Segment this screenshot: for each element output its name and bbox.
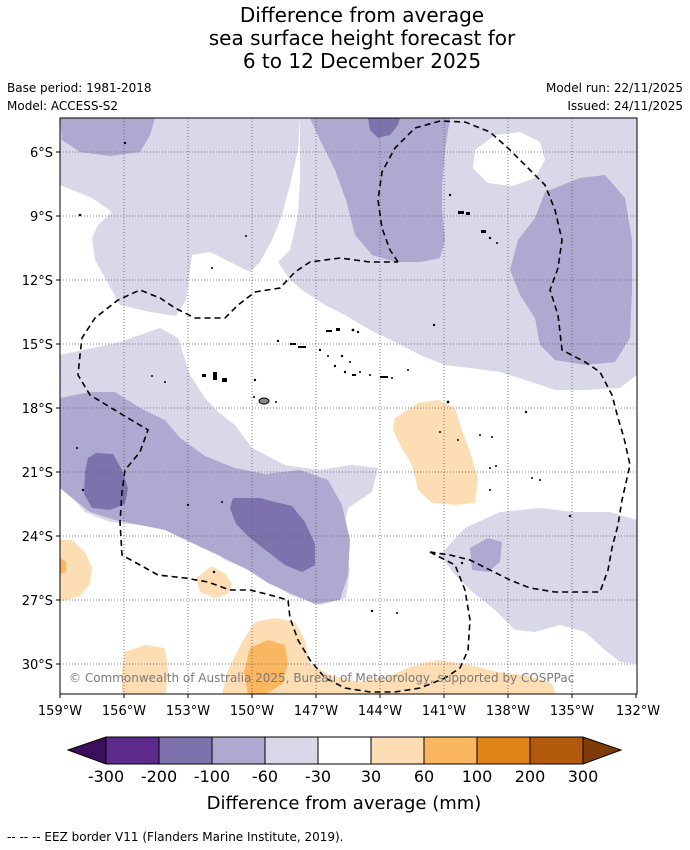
lon-label: 156°W: [102, 704, 146, 719]
eez-border: [77, 120, 631, 693]
colorbar-swatch: [159, 737, 212, 764]
lon-label: 159°W: [38, 704, 82, 719]
colorbar-title: Difference from average (mm): [207, 793, 482, 814]
anomaly-neutral-patch: [473, 132, 545, 186]
colorbar-tick: 30: [361, 767, 381, 786]
meta-left: Base period: 1981-2018 Model: ACCESS-S2: [7, 79, 152, 115]
lon-label: 150°W: [230, 704, 274, 719]
lon-ticks: [59, 694, 637, 698]
graticule: [60, 118, 637, 694]
lat-ticks: [56, 151, 60, 665]
copyright-credit: © Commonwealth of Australia 2025, Bureau…: [69, 671, 574, 685]
anomaly-field: © Commonwealth of Australia 2025, Bureau…: [60, 118, 637, 694]
colorbar-tick: 200: [515, 767, 546, 786]
colorbar-swatch: [530, 737, 583, 764]
colorbar: -300 -200 -100 -60 -30 30 60 100 200 300…: [66, 736, 623, 814]
lat-label: 15°S: [22, 338, 53, 353]
lat-label: 27°S: [22, 594, 53, 609]
model-run: Model run: 22/11/2025: [545, 81, 683, 95]
colorbar-tick: 60: [414, 767, 434, 786]
colorbar-swatch: [477, 737, 530, 764]
colorbar-swatch: [212, 737, 265, 764]
meta-right: Model run: 22/11/2025 Issued: 24/11/2025: [546, 79, 683, 115]
map-title: Difference from average sea surface heig…: [0, 4, 690, 73]
title-line-3: 6 to 12 December 2025: [242, 49, 482, 73]
lat-labels: 6°S 9°S 12°S 15°S 18°S 21°S 24°S 27°S 30…: [22, 146, 53, 673]
colorbar-swatch: [265, 737, 318, 764]
lon-label: 153°W: [166, 704, 210, 719]
colorbar-tick: -30: [305, 767, 331, 786]
model-name: Model: ACCESS-S2: [7, 99, 119, 113]
lat-label: 6°S: [30, 146, 53, 161]
colorbar-tick: -60: [252, 767, 278, 786]
colorbar-swatch: [318, 737, 371, 764]
colorbar-swatch: [424, 737, 477, 764]
issued-date: Issued: 24/11/2025: [567, 99, 683, 113]
lon-label: 144°W: [358, 704, 402, 719]
title-line-1: Difference from average: [239, 3, 485, 27]
base-period: Base period: 1981-2018: [7, 81, 152, 95]
colorbar-tick: -300: [88, 767, 124, 786]
lat-label: 24°S: [22, 530, 53, 545]
lat-label: 30°S: [22, 658, 53, 673]
lat-label: 9°S: [30, 210, 53, 225]
lon-label: 147°W: [294, 704, 338, 719]
colorbar-dividers: [105, 737, 584, 764]
colorbar-swatch: [106, 737, 159, 764]
colorbar-extend-low: [68, 737, 106, 764]
colorbar-extend-high: [583, 737, 621, 764]
lat-label: 21°S: [22, 466, 53, 481]
lon-label: 141°W: [422, 704, 466, 719]
lat-label: 18°S: [22, 402, 53, 417]
anomaly-medium-positive: [60, 558, 288, 694]
title-line-2: sea surface height forecast for: [208, 26, 516, 50]
colorbar-swatch: [371, 737, 424, 764]
anomaly-light-positive: [60, 400, 556, 694]
lon-label: 135°W: [550, 704, 594, 719]
islands: [76, 141, 572, 614]
anomaly-strong-negative: [84, 118, 400, 572]
lon-label: 138°W: [486, 704, 530, 719]
colorbar-tick: -100: [194, 767, 230, 786]
colorbar-tick: 100: [462, 767, 493, 786]
colorbar-tick: -200: [141, 767, 177, 786]
lon-labels: 159°W 156°W 153°W 150°W 147°W 144°W 141°…: [38, 704, 660, 719]
map-frame: [59, 117, 638, 695]
lat-label: 12°S: [22, 274, 53, 289]
eez-footnote: -- -- -- EEZ border V11 (Flanders Marine…: [7, 830, 344, 844]
colorbar-tick: 300: [568, 767, 599, 786]
lon-label: 132°W: [616, 704, 660, 719]
colorbar-tick-labels: -300 -200 -100 -60 -30 30 60 100 200 300: [88, 767, 598, 786]
